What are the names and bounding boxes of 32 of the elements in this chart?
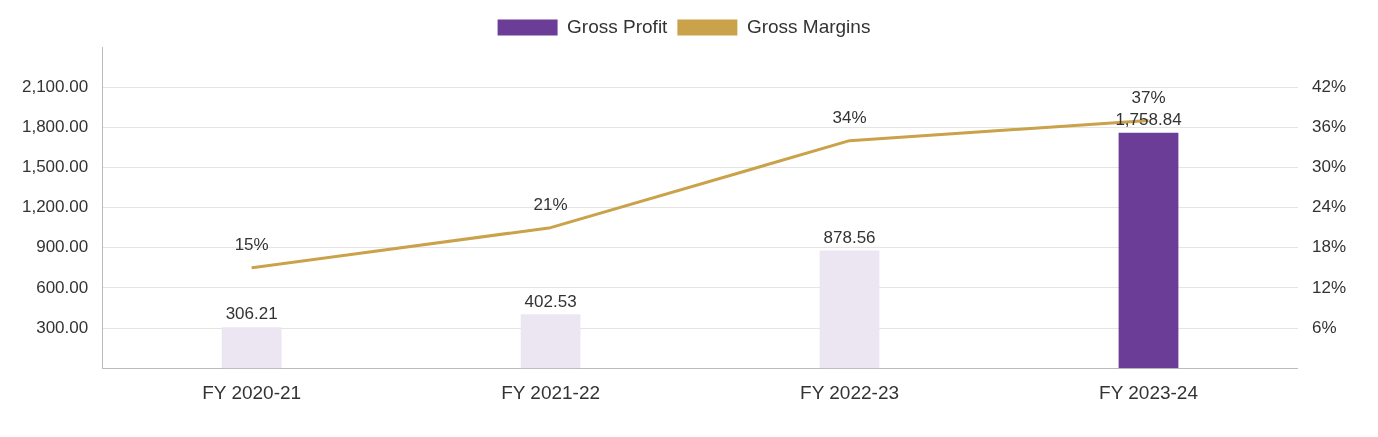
data-label: 37% xyxy=(1131,87,1166,107)
bar xyxy=(520,314,581,369)
data-label: 21% xyxy=(533,194,568,214)
y-tick-label: 1,800.00 xyxy=(21,116,89,136)
y2-tick-label: 24% xyxy=(1311,197,1347,217)
y2-tick-label: 6% xyxy=(1311,317,1337,337)
y2-tick-label: 12% xyxy=(1311,277,1347,297)
legend-label: Gross Margins xyxy=(746,15,871,37)
y-tick-label: 1,500.00 xyxy=(21,157,89,177)
data-label: 402.53 xyxy=(524,291,577,311)
data-label: 306.21 xyxy=(225,304,278,324)
data-label: 15% xyxy=(234,235,269,255)
x-tick-label: FY 2021-22 xyxy=(501,381,601,403)
y-tick-label: 1,200.00 xyxy=(21,197,89,217)
y2-tick-label: 18% xyxy=(1311,237,1347,257)
bar xyxy=(1118,132,1179,369)
bar xyxy=(819,250,880,369)
y-tick-label: 900.00 xyxy=(36,237,89,257)
legend-label: Gross Profit xyxy=(567,15,669,37)
x-tick-label: FY 2023-24 xyxy=(1099,381,1199,403)
y-tick-label: 300.00 xyxy=(36,317,89,337)
x-tick-label: FY 2020-21 xyxy=(202,381,302,403)
y2-tick-label: 36% xyxy=(1311,116,1347,136)
y-tick-label: 2,100.00 xyxy=(21,76,89,96)
y-tick-label: 600.00 xyxy=(36,277,89,297)
y2-tick-label: 42% xyxy=(1311,76,1347,96)
data-label: 1,758.84 xyxy=(1115,110,1182,129)
data-label: 878.56 xyxy=(823,227,876,247)
y2-tick-label: 30% xyxy=(1311,157,1347,177)
bar xyxy=(221,327,282,369)
x-tick-label: FY 2022-23 xyxy=(800,381,900,403)
data-label: 34% xyxy=(832,107,867,127)
